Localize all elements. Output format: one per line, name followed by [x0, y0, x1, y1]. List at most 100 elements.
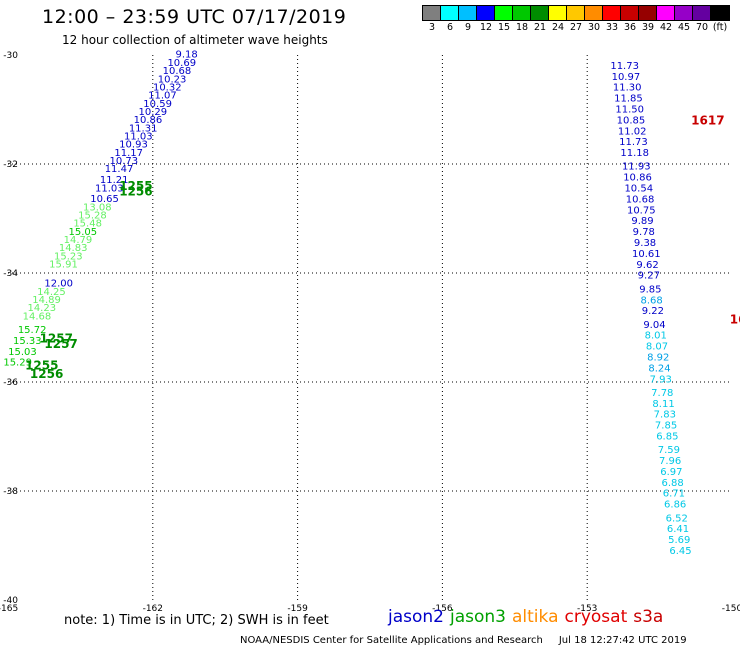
- colorbar-label: 3: [428, 22, 436, 33]
- units-note: note: 1) Time is in UTC; 2) SWH is in fe…: [64, 613, 329, 628]
- wave-height-label: 14.68: [23, 311, 52, 322]
- wave-height-label: 10.86: [134, 115, 163, 126]
- wave-height-label: 9.62: [636, 260, 658, 271]
- wave-height-label: 10.65: [90, 194, 119, 205]
- wave-height-label: 6.97: [660, 467, 682, 478]
- colorbar-label: 45: [677, 22, 691, 33]
- colorbar-swatch: [513, 6, 531, 20]
- colorbar-swatch: [693, 6, 711, 20]
- wave-height-label: 6.71: [663, 489, 685, 500]
- colorbar-swatch: [531, 6, 549, 20]
- wave-height-label: 9.38: [634, 238, 656, 249]
- wave-height-label: 11.50: [615, 105, 644, 116]
- wave-height-label: 6.88: [662, 478, 684, 489]
- wave-height-label: 13.08: [83, 202, 112, 213]
- colorbar-swatch: [459, 6, 477, 20]
- wave-height-label: 6.41: [667, 524, 689, 535]
- colorbar-swatch: [657, 6, 675, 20]
- footer: NOAA/NESDIS Center for Satellite Applica…: [240, 635, 687, 646]
- colorbar-label: 33: [605, 22, 619, 33]
- wave-height-label: 10.32: [153, 82, 182, 93]
- wave-height-label: 10.85: [617, 115, 646, 126]
- y-tick-label: -34: [3, 269, 18, 279]
- wave-height-label: 15.28: [78, 211, 107, 222]
- colorbar-label: 15: [497, 22, 511, 33]
- colorbar-swatch: [423, 6, 441, 20]
- wave-height-label: 9.27: [638, 271, 660, 282]
- pass-time-label: 1257: [44, 337, 77, 351]
- wave-height-label: 6.86: [664, 500, 686, 511]
- colorbar-swatch: [549, 6, 567, 20]
- wave-height-label: 12.00: [44, 279, 73, 290]
- wave-height-label: 11.47: [105, 164, 134, 175]
- y-tick-label: -40: [3, 596, 18, 606]
- wave-height-label: 7.59: [658, 445, 680, 456]
- colorbar-label: 18: [515, 22, 529, 33]
- colorbar-label: 24: [551, 22, 565, 33]
- wave-height-label: 10.29: [138, 107, 167, 118]
- colorbar-swatch: [711, 6, 729, 20]
- wave-height-label: 14.23: [27, 303, 56, 314]
- wave-height-label: 5.69: [668, 535, 690, 546]
- wave-height-label: 11.03: [95, 183, 124, 194]
- wave-height-label: 11.07: [148, 91, 177, 102]
- wave-height-label: 10.68: [163, 66, 192, 77]
- pass-time-label: 1256: [119, 184, 152, 198]
- wave-height-label: 10.59: [143, 99, 172, 110]
- wave-height-label: 15.05: [68, 227, 97, 238]
- wave-height-label: 8.01: [645, 331, 667, 342]
- wave-height-label: 6.52: [666, 513, 688, 524]
- x-tick-label: -159: [287, 604, 308, 614]
- legend-item-jason3: jason3: [450, 607, 506, 627]
- pass-time-label: 1616: [730, 312, 740, 326]
- wave-height-label: 9.04: [643, 320, 665, 331]
- wave-height-colorbar: [422, 5, 730, 21]
- colorbar-label: 39: [641, 22, 655, 33]
- colorbar-label: 27: [569, 22, 583, 33]
- pass-time-label: 1617: [691, 113, 724, 127]
- wave-height-label: 8.92: [647, 352, 669, 363]
- colorbar-swatch: [567, 6, 585, 20]
- wave-height-label: 15.29: [3, 358, 32, 369]
- footer-timestamp: Jul 18 12:27:42 UTC 2019: [558, 635, 687, 646]
- wave-height-label: 10.86: [623, 173, 652, 184]
- satellite-legend: jason2 jason3 altika cryosat s3a: [388, 607, 669, 627]
- colorbar-swatch: [621, 6, 639, 20]
- wave-height-label: 14.89: [32, 295, 61, 306]
- wave-height-label: 8.11: [652, 399, 674, 410]
- colorbar-label: (ft): [712, 22, 728, 33]
- colorbar-swatch: [675, 6, 693, 20]
- wave-height-label: 10.73: [110, 156, 139, 167]
- wave-height-label: 10.69: [167, 58, 196, 69]
- wave-height-label: 15.23: [54, 251, 83, 262]
- wave-height-label: 11.03: [124, 131, 153, 142]
- wave-height-label: 11.18: [620, 148, 649, 159]
- colorbar-swatch: [603, 6, 621, 20]
- chart-title: 12:00 – 23:59 UTC 07/17/2019: [42, 6, 347, 28]
- x-tick-label: -153: [577, 604, 597, 614]
- colorbar-label: 42: [659, 22, 673, 33]
- wave-height-label: 11.17: [114, 148, 143, 159]
- colorbar-label: 12: [479, 22, 493, 33]
- wave-height-label: 14.25: [37, 287, 66, 298]
- colorbar-swatch: [495, 6, 513, 20]
- wave-height-label: 10.68: [626, 194, 655, 205]
- wave-height-label: 9.22: [642, 306, 664, 317]
- wave-height-label: 8.68: [641, 295, 663, 306]
- wave-height-label: 8.24: [648, 363, 670, 374]
- pass-time-label: 1255: [119, 179, 152, 193]
- wave-height-label: 7.85: [655, 421, 677, 432]
- wave-height-label: 9.18: [175, 50, 197, 61]
- colorbar-label: 9: [464, 22, 472, 33]
- colorbar-label: 70: [695, 22, 709, 33]
- wave-height-label: 11.21: [100, 175, 129, 186]
- wave-height-label: 15.03: [8, 347, 37, 358]
- pass-time-label: 1255: [25, 359, 58, 373]
- wave-height-label: 9.85: [639, 284, 661, 295]
- wave-height-label: 15.91: [49, 260, 78, 271]
- wave-height-label: 11.30: [613, 83, 642, 94]
- wave-height-label: 6.45: [669, 546, 691, 557]
- wave-height-label: 11.93: [622, 162, 651, 173]
- y-tick-label: -36: [3, 378, 18, 388]
- x-tick-label: -150: [722, 604, 740, 614]
